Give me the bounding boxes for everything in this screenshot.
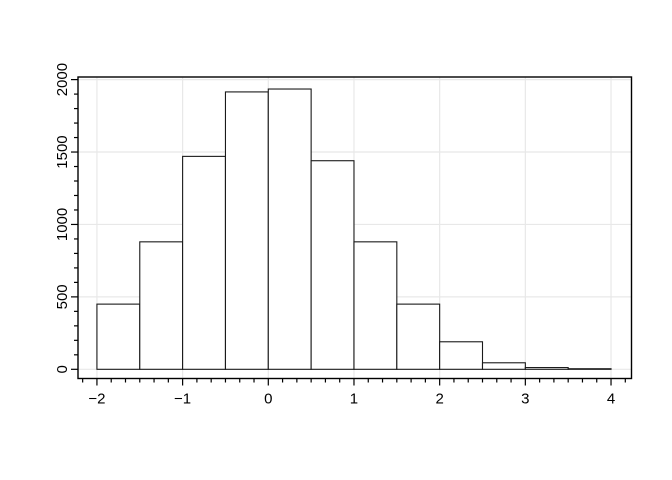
histogram-bar [481, 362, 526, 370]
histogram-bars [96, 88, 612, 370]
x-tick-label: −2 [88, 391, 105, 408]
histogram-bar [396, 303, 441, 370]
histogram-bar [310, 160, 355, 370]
axis-ticks [71, 79, 626, 386]
histogram-bar [267, 88, 312, 370]
histogram-bar [96, 303, 141, 370]
x-tick-label: 4 [607, 391, 615, 408]
plot-frame [77, 76, 633, 380]
y-tick-label: 1000 [54, 208, 71, 241]
histogram-bar [182, 155, 227, 370]
histogram-bar [224, 91, 269, 370]
y-tick-label: 500 [54, 284, 71, 309]
histogram-bar [439, 341, 484, 370]
y-tick-label: 0 [54, 365, 71, 373]
x-tick-label: 0 [264, 391, 272, 408]
x-tick-label: 1 [350, 391, 358, 408]
y-axis-labels: 0 500 1000 1500 2000 [54, 63, 71, 374]
x-tick-label: 2 [435, 391, 443, 408]
x-tick-label: 3 [521, 391, 529, 408]
x-tick-label: −1 [174, 391, 191, 408]
histogram-bar [139, 241, 184, 370]
histogram-bar [353, 241, 398, 370]
histogram-bar [567, 368, 612, 370]
y-tick-label: 2000 [54, 63, 71, 96]
histogram-bar [524, 367, 569, 370]
y-tick-label: 1500 [54, 135, 71, 168]
x-axis-labels: −2 −1 0 1 2 3 4 [88, 391, 615, 408]
